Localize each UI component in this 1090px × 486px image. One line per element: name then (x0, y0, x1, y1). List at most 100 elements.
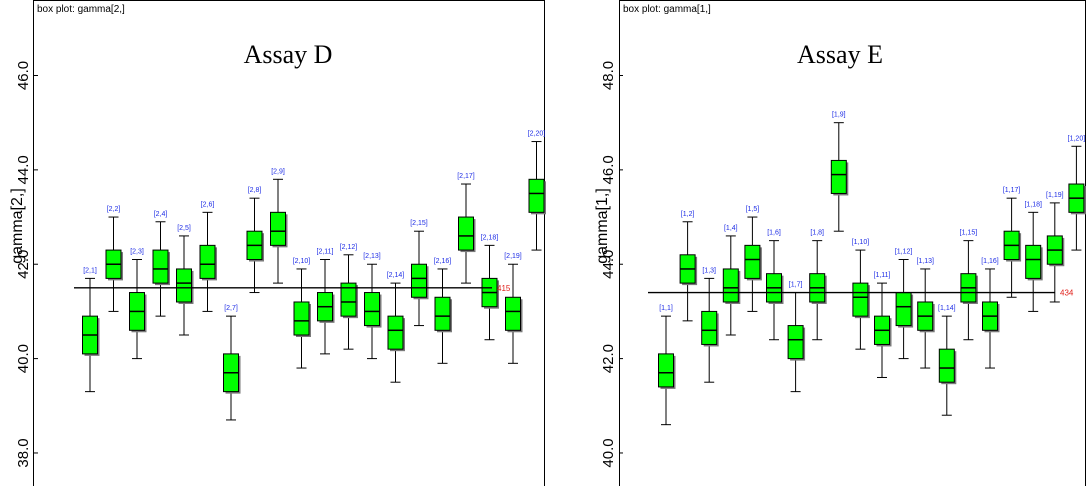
box-label: [2,7] (224, 305, 238, 312)
chart-title: Assay E (797, 40, 883, 69)
y-tick-label: 44.0 (15, 155, 32, 184)
box-2-13: [2,13] (363, 253, 382, 360)
box-2-17: [2,17] (457, 173, 476, 284)
box-1-9: [1,9] (830, 112, 849, 232)
box-1-14: [1,14] (938, 305, 957, 416)
box-label: [2,3] (130, 249, 144, 256)
box-2-19: [2,19] (504, 253, 523, 364)
box-label: [1,9] (832, 112, 846, 119)
box-body (176, 268, 192, 303)
y-tick-label: 40.0 (15, 344, 32, 373)
box-2-3: [2,3] (129, 249, 147, 360)
box-1-2: [1,2] (679, 211, 698, 322)
box-body (658, 353, 674, 388)
box-label: [2,13] (363, 253, 381, 260)
y-axis-label: gamma[1,] (594, 188, 611, 264)
y-tick-label: 42.0 (15, 250, 32, 279)
box-2-8: [2,8] (246, 187, 264, 294)
box-2-12: [2,12] (340, 244, 358, 350)
y-tick-label: 44.0 (600, 250, 617, 279)
box-body (938, 348, 955, 383)
box-body (340, 282, 357, 317)
box-body (895, 292, 912, 327)
box-1-11: [1,11] (874, 272, 892, 378)
box-body (199, 244, 216, 279)
box-1-13: [1,13] (916, 258, 935, 369)
box-label: [2,10] (293, 258, 311, 265)
y-tick-label: 40.0 (600, 438, 617, 467)
box-label: [2,4] (154, 211, 168, 218)
box-2-1: [2,1] (82, 267, 100, 393)
box-label: [1,11] (874, 272, 891, 279)
box-body (152, 249, 169, 284)
box-label: [2,15] (410, 220, 428, 227)
box-label: [2,14] (387, 272, 405, 279)
y-tick-label: 46.0 (600, 155, 617, 184)
box-body (270, 211, 286, 246)
box-label: [1,17] (1003, 187, 1021, 194)
box-label: [1,6] (767, 230, 781, 237)
box-body (744, 244, 761, 279)
box-body (787, 325, 804, 360)
y-axis-label: gamma[2,] (9, 188, 26, 264)
box-label: [1,5] (746, 206, 760, 213)
box-label: [2,8] (248, 187, 262, 194)
box-2-20: [2,20] (528, 131, 546, 251)
box-label: [2,17] (457, 173, 475, 180)
chart-panel-assay-e: box plot: gamma[1,] Assay E gamma[1,] 40… (594, 0, 1086, 486)
box-body (434, 296, 451, 331)
box-2-5: [2,5] (176, 225, 194, 336)
box-body (458, 216, 474, 251)
box-label: [1,18] (1024, 201, 1042, 208)
box-label: [2,19] (504, 253, 522, 260)
box-label: [1,10] (852, 239, 870, 246)
chart-title: Assay D (244, 40, 333, 69)
y-tick-label: 46.0 (15, 61, 32, 90)
box-body (701, 310, 718, 345)
box-label: [2,12] (340, 244, 358, 251)
box-label: [1,19] (1046, 192, 1064, 199)
box-2-15: [2,15] (410, 220, 429, 327)
reference-line-label: 434 (1060, 289, 1074, 298)
chart-panel-assay-d: box plot: gamma[2,] Assay D gamma[2,] 38… (9, 0, 546, 486)
box-1-1: [1,1] (658, 305, 676, 426)
chart-tag: box plot: gamma[2,] (37, 4, 125, 15)
box-label: [1,15] (960, 230, 978, 237)
box-label: [2,18] (481, 234, 499, 241)
box-2-6: [2,6] (199, 201, 217, 312)
box-label: [1,16] (981, 258, 999, 265)
box-1-12: [1,12] (895, 249, 914, 360)
box-1-4: [1,4] (722, 225, 741, 336)
box-1-20: [1,20] (1068, 135, 1086, 251)
box-label: [2,5] (177, 225, 191, 232)
y-tick-label: 38.0 (15, 438, 32, 467)
box-body (505, 296, 521, 331)
box-1-16: [1,16] (981, 258, 1000, 369)
box-label: [1,8] (810, 230, 824, 237)
box-label: [2,9] (271, 168, 285, 175)
box-2-10: [2,10] (293, 258, 311, 369)
box-1-7: [1,7] (787, 282, 806, 393)
box-body (411, 263, 427, 298)
box-1-5: [1,5] (744, 206, 762, 312)
box-1-17: [1,17] (1003, 187, 1022, 298)
box-label: [1,3] (702, 267, 716, 274)
y-ticks: 38.0 40.0 42.0 44.0 46.0 (15, 61, 38, 468)
box-2-7: [2,7] (223, 305, 241, 421)
box-label: [2,11] (317, 249, 334, 256)
box-2-9: [2,9] (270, 168, 288, 284)
box-body (1025, 244, 1042, 279)
box-label: [1,2] (681, 211, 695, 218)
box-1-8: [1,8] (809, 230, 827, 341)
box-label: [1,14] (938, 305, 956, 312)
reference-line-label: 415 (497, 284, 511, 293)
box-body (830, 159, 847, 194)
box-marks: [1,1] [1,2] [1,3] [1,4] [1,5] [1,6] [1,7] [1,8]… (648, 112, 1086, 426)
box-1-6: [1,6] (766, 230, 784, 341)
box-body (528, 178, 545, 213)
box-1-15: [1,15] (960, 230, 978, 341)
box-label: [1,13] (916, 258, 934, 265)
box-label: [1,7] (789, 282, 803, 289)
box-1-10: [1,10] (852, 239, 870, 350)
